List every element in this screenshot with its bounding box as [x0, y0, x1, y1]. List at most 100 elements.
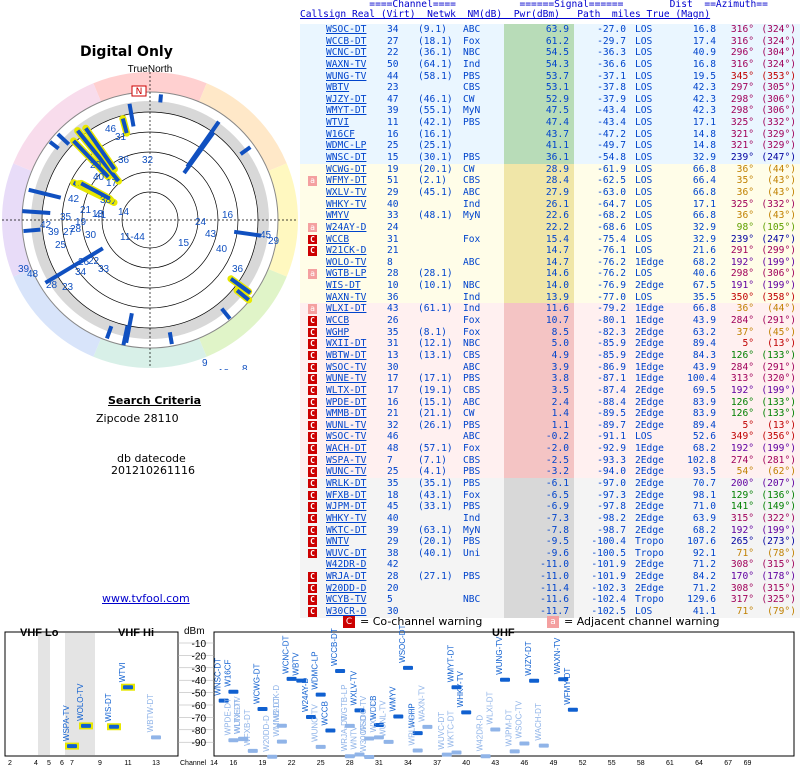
azimuth-magnetic-cell: (305°): [761, 82, 796, 94]
table-row: C WACH-DT 48 (57.1) Fox -2.0 -92.9 1Edge 68.2 192…: [300, 443, 800, 455]
callsign-cell[interactable]: WUNC-TV: [326, 466, 367, 478]
polar-channel-label: 25: [55, 240, 67, 251]
callsign-cell[interactable]: WSOC-TV: [326, 431, 367, 443]
callsign-cell[interactable]: WOLO-TV: [326, 256, 367, 268]
callsign-cell[interactable]: WPDE-DT: [326, 396, 367, 408]
virtual-channel-cell: (46.1): [418, 93, 453, 105]
table-row: WTVI 11 (42.1) PBS 47.4 -43.4 LOS 17.1 325° (332°…: [300, 117, 800, 129]
network-cell: Ind: [463, 291, 481, 303]
callsign-cell[interactable]: WJZY-DT: [326, 93, 367, 105]
noise-margin-cell: 14.7: [545, 256, 569, 268]
polar-channel-label: 36: [232, 264, 244, 275]
noise-margin-cell: 27.9: [545, 186, 569, 198]
callsign-cell[interactable]: WMYV: [326, 210, 350, 222]
virtual-channel-cell: (9.1): [418, 24, 447, 35]
callsign-cell[interactable]: WCCB: [326, 233, 350, 245]
tvfool-link[interactable]: www.tvfool.com: [102, 592, 190, 605]
nm-cell-background: [504, 233, 574, 246]
callsign-cell[interactable]: WTVI: [326, 117, 350, 129]
virtual-channel-cell: (19.1): [418, 384, 453, 396]
callsign-cell[interactable]: WCNC-DT: [326, 47, 367, 59]
nm-cell-background: [504, 24, 574, 36]
virtual-channel-cell: (28.1): [418, 268, 453, 280]
callsign-cell[interactable]: WKTC-DT: [326, 524, 367, 536]
azimuth-true-cell: 291°: [730, 245, 754, 257]
callsign-cell[interactable]: WCYB-TV: [326, 594, 367, 606]
nm-cell-background: [504, 163, 574, 176]
path-cell: LOS: [635, 198, 653, 210]
callsign-cell[interactable]: WAXN-TV: [326, 291, 367, 303]
callsign-cell[interactable]: WXLV-TV: [326, 186, 367, 198]
callsign-cell[interactable]: WLTX-DT: [326, 384, 367, 396]
callsign-cell[interactable]: WCCB: [326, 315, 350, 327]
callsign-cell[interactable]: WCCB-DT: [326, 35, 367, 47]
table-row: W42DR-D 42 -11.0 -101.9 2Edge 71.2 308° (315°): [300, 559, 800, 572]
azimuth-true-cell: 298°: [730, 105, 754, 117]
virtual-channel-cell: (64.1): [418, 58, 453, 70]
station-bar: [422, 724, 433, 729]
callsign-cell[interactable]: W42DR-D: [326, 559, 367, 571]
azimuth-magnetic-cell: (356°): [761, 431, 796, 443]
path-cell: 2Edge: [635, 419, 664, 431]
distance-cell: 17.1: [692, 198, 716, 210]
callsign-cell[interactable]: WCWG-DT: [326, 163, 367, 175]
noise-margin-cell: -11.0: [540, 571, 569, 583]
noise-margin-cell: 54.3: [545, 58, 569, 70]
azimuth-magnetic-cell: (329°): [761, 128, 796, 140]
callsign-cell[interactable]: WNSC-DT: [326, 152, 367, 164]
callsign-cell[interactable]: WSOC-TV: [326, 361, 367, 373]
callsign-cell[interactable]: WRJA-DT: [326, 571, 367, 583]
distance-cell: 89.4: [692, 338, 716, 350]
callsign-cell[interactable]: WMYT-DT: [326, 105, 367, 117]
callsign-cell[interactable]: WHKY-TV: [326, 198, 367, 210]
path-cell: LOS: [635, 105, 653, 117]
distance-cell: 83.9: [692, 408, 716, 420]
real-channel-cell: 13: [387, 349, 399, 361]
callsign-cell[interactable]: W30CR-D: [326, 606, 367, 618]
callsign-cell[interactable]: WFMY-DT: [326, 175, 367, 187]
station-bar: [500, 677, 510, 682]
station-bar-label: WTVI: [118, 662, 127, 682]
callsign-cell[interactable]: WDMC-LP: [326, 140, 367, 152]
callsign-cell[interactable]: W21CK-D: [326, 245, 367, 257]
callsign-cell[interactable]: WGHP: [326, 326, 350, 338]
callsign-cell[interactable]: WRLK-DT: [326, 477, 367, 489]
path-cell: 2Edge: [635, 349, 664, 361]
polar-channel-label: 36: [118, 155, 130, 166]
callsign-cell[interactable]: WAXN-TV: [326, 58, 367, 70]
callsign-cell[interactable]: WSPA-TV: [326, 454, 367, 466]
callsign-cell[interactable]: W20DD-D: [326, 582, 367, 594]
noise-margin-cell: 41.1: [545, 140, 569, 152]
callsign-cell[interactable]: WFXB-DT: [326, 489, 367, 501]
distance-cell: 63.2: [692, 326, 716, 338]
callsign-cell[interactable]: W24AY-D: [326, 221, 367, 233]
real-channel-cell: 16: [387, 396, 399, 408]
callsign-cell[interactable]: WIS-DT: [326, 280, 361, 292]
callsign-cell[interactable]: WSOC-DT: [326, 24, 367, 35]
station-bar: [81, 723, 91, 728]
callsign-cell[interactable]: WBTW-DT: [326, 349, 367, 361]
azimuth-true-cell: 5°: [742, 338, 754, 350]
callsign-cell[interactable]: WJPM-DT: [326, 501, 367, 513]
callsign-cell[interactable]: WMMB-DT: [326, 408, 367, 420]
callsign-cell[interactable]: WLXI-DT: [326, 303, 367, 315]
uhf-channel-tick: 69: [744, 760, 752, 767]
callsign-cell[interactable]: WNTV: [326, 536, 350, 548]
power-cell: -101.9: [591, 571, 626, 583]
callsign-cell[interactable]: WACH-DT: [326, 443, 367, 455]
table-row: C WSOC-TV 46 ABC -0.2 -91.1 LOS 52.6 349° (356°): [300, 431, 800, 444]
callsign-cell[interactable]: WGTB-LP: [326, 268, 367, 280]
power-cell: -76.2: [597, 256, 626, 268]
callsign-cell[interactable]: WBTV: [326, 82, 350, 94]
callsign-cell[interactable]: WUNL-TV: [326, 419, 367, 431]
table-row: C WUNE-TV 17 (17.1) PBS 3.8 -87.1 1Edge 100.4 313…: [300, 373, 800, 385]
path-cell: 1Edge: [635, 361, 664, 373]
callsign-cell[interactable]: W16CF: [326, 128, 355, 140]
callsign-cell[interactable]: WUNG-TV: [326, 70, 367, 82]
callsign-cell[interactable]: WHKY-TV: [326, 512, 367, 524]
callsign-cell[interactable]: WXII-DT: [326, 338, 367, 350]
co-channel-marker-icon: C: [343, 616, 355, 628]
signal-spoke: [80, 181, 111, 201]
callsign-cell[interactable]: WUNE-TV: [326, 373, 367, 385]
callsign-cell[interactable]: WUVC-DT: [326, 547, 367, 559]
